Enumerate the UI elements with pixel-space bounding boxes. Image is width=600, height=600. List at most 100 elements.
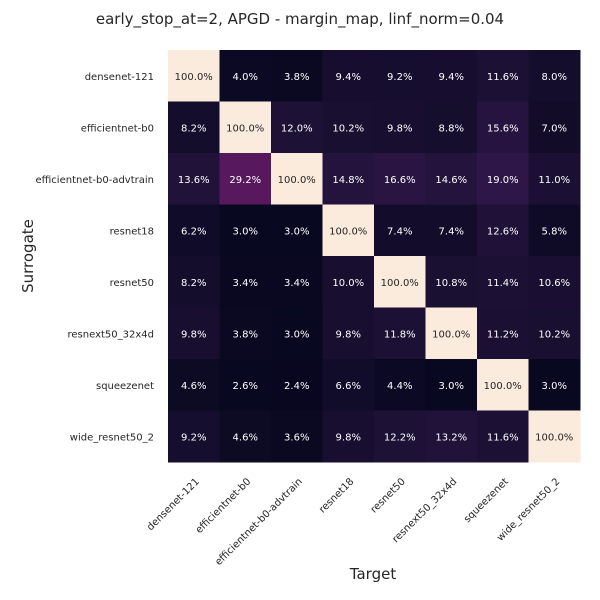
heatmap-cell (322, 256, 375, 308)
heatmap-cell (271, 153, 323, 205)
cell-value-label: 11.6% (487, 72, 519, 83)
heatmap-cell (374, 153, 426, 205)
x-tick-label: efficientnet-b0-advtrain (213, 476, 305, 568)
heatmap-cell (271, 50, 323, 102)
x-tick-label: squeezenet (462, 476, 511, 525)
cell-value-label: 14.8% (332, 175, 364, 186)
heatmap-cell (219, 101, 272, 154)
heatmap-cell (322, 50, 375, 102)
cell-value-label: 10.6% (538, 278, 570, 289)
y-tick-label: resnet50 (110, 278, 154, 289)
cell-value-label: 9.8% (387, 123, 412, 134)
cell-value-label: 13.2% (435, 432, 467, 443)
heatmap-cell (528, 256, 581, 308)
heatmap-cell (425, 204, 478, 257)
heatmap-cell (477, 101, 529, 154)
cell-value-label: 11.2% (487, 329, 519, 340)
x-tick-label: efficientnet-b0 (194, 476, 254, 536)
heatmap-cell (219, 204, 272, 257)
cell-value-label: 10.2% (538, 329, 570, 340)
cell-value-label: 12.6% (487, 226, 519, 237)
cell-value-label: 4.6% (233, 432, 258, 443)
cell-value-label: 3.0% (284, 329, 309, 340)
heatmap-cell (374, 307, 426, 360)
heatmap-cell (219, 307, 272, 360)
heatmap-cell (168, 153, 220, 205)
cell-value-label: 7.4% (387, 226, 412, 237)
cell-value-label: 100.0% (226, 123, 264, 134)
cell-value-label: 100.0% (329, 226, 367, 237)
heatmap-cell (374, 204, 426, 257)
heatmap-cell (322, 153, 375, 205)
heatmap-cell (271, 101, 323, 154)
cell-value-label: 9.4% (336, 72, 361, 83)
heatmap-cell (528, 204, 581, 257)
cell-value-label: 11.4% (487, 278, 519, 289)
heatmap-cell (477, 307, 529, 360)
cell-value-label: 29.2% (229, 175, 261, 186)
chart-title: early_stop_at=2, APGD - margin_map, linf… (96, 10, 504, 29)
cell-value-label: 100.0% (535, 432, 573, 443)
heatmap-cell (374, 101, 426, 154)
y-tick-label: wide_resnet50_2 (70, 432, 154, 443)
heatmap-cell (322, 307, 375, 360)
heatmap-cell (425, 153, 478, 205)
heatmap-cell (322, 101, 375, 154)
heatmap-cell (219, 50, 272, 102)
cell-value-label: 100.0% (381, 278, 419, 289)
cell-value-label: 6.6% (336, 381, 361, 392)
cell-value-label: 11.8% (384, 329, 416, 340)
heatmap-cell (322, 410, 375, 463)
cell-value-label: 100.0% (484, 381, 522, 392)
cell-value-label: 3.0% (542, 381, 567, 392)
heatmap-cell (322, 359, 375, 411)
cell-value-label: 4.0% (233, 72, 258, 83)
heatmap-cell (168, 256, 220, 308)
heatmap-cell (168, 204, 220, 257)
heatmap-cell (477, 256, 529, 308)
y-tick-label: efficientnet-b0 (81, 123, 154, 134)
cell-value-label: 10.2% (332, 123, 364, 134)
heatmap-cell (271, 307, 323, 360)
heatmap-cell (168, 307, 220, 360)
heatmap-cell (374, 50, 426, 102)
cell-value-label: 100.0% (432, 329, 470, 340)
cell-value-label: 10.0% (332, 278, 364, 289)
cell-value-label: 5.8% (542, 226, 567, 237)
x-tick-label: resnet50 (369, 476, 408, 515)
cell-value-label: 12.2% (384, 432, 416, 443)
heatmap-cell (477, 153, 529, 205)
heatmap-cell (168, 359, 220, 411)
cell-value-label: 3.6% (284, 432, 309, 443)
heatmap-cell (477, 410, 529, 463)
cell-value-label: 8.8% (439, 123, 464, 134)
heatmap-cell (528, 359, 581, 411)
heatmap-cell (528, 410, 581, 463)
heatmap-cell (477, 359, 529, 411)
cell-value-label: 2.6% (233, 381, 258, 392)
cell-value-label: 11.6% (487, 432, 519, 443)
heatmap-cell (219, 410, 272, 463)
x-tick-label: resnet18 (317, 476, 356, 515)
y-tick-label: resnet18 (110, 226, 154, 237)
cell-value-label: 7.0% (542, 123, 567, 134)
heatmap-cell (477, 50, 529, 102)
cell-value-label: 3.0% (233, 226, 258, 237)
y-tick-label: efficientnet-b0-advtrain (35, 175, 154, 186)
cell-value-label: 3.0% (284, 226, 309, 237)
y-tick-label: squeezenet (96, 381, 154, 392)
cell-value-label: 3.8% (284, 72, 309, 83)
cell-value-label: 9.8% (336, 432, 361, 443)
cell-value-label: 8.2% (181, 123, 206, 134)
cell-value-label: 13.6% (178, 175, 210, 186)
cell-value-label: 9.8% (336, 329, 361, 340)
x-tick-label: densenet-121 (145, 476, 202, 533)
heatmap-cells: 100.0% 4.0% 3.8% 9.4% 9.2% 9.4% 11.6% 8.0% 8.2% 1… (168, 50, 581, 463)
cell-value-label: 14.6% (435, 175, 467, 186)
heatmap-cell (219, 359, 272, 411)
heatmap-cell (271, 204, 323, 257)
cell-value-label: 19.0% (487, 175, 519, 186)
heatmap-cell (374, 359, 426, 411)
cell-value-label: 15.6% (487, 123, 519, 134)
heatmap-cell (425, 410, 478, 463)
